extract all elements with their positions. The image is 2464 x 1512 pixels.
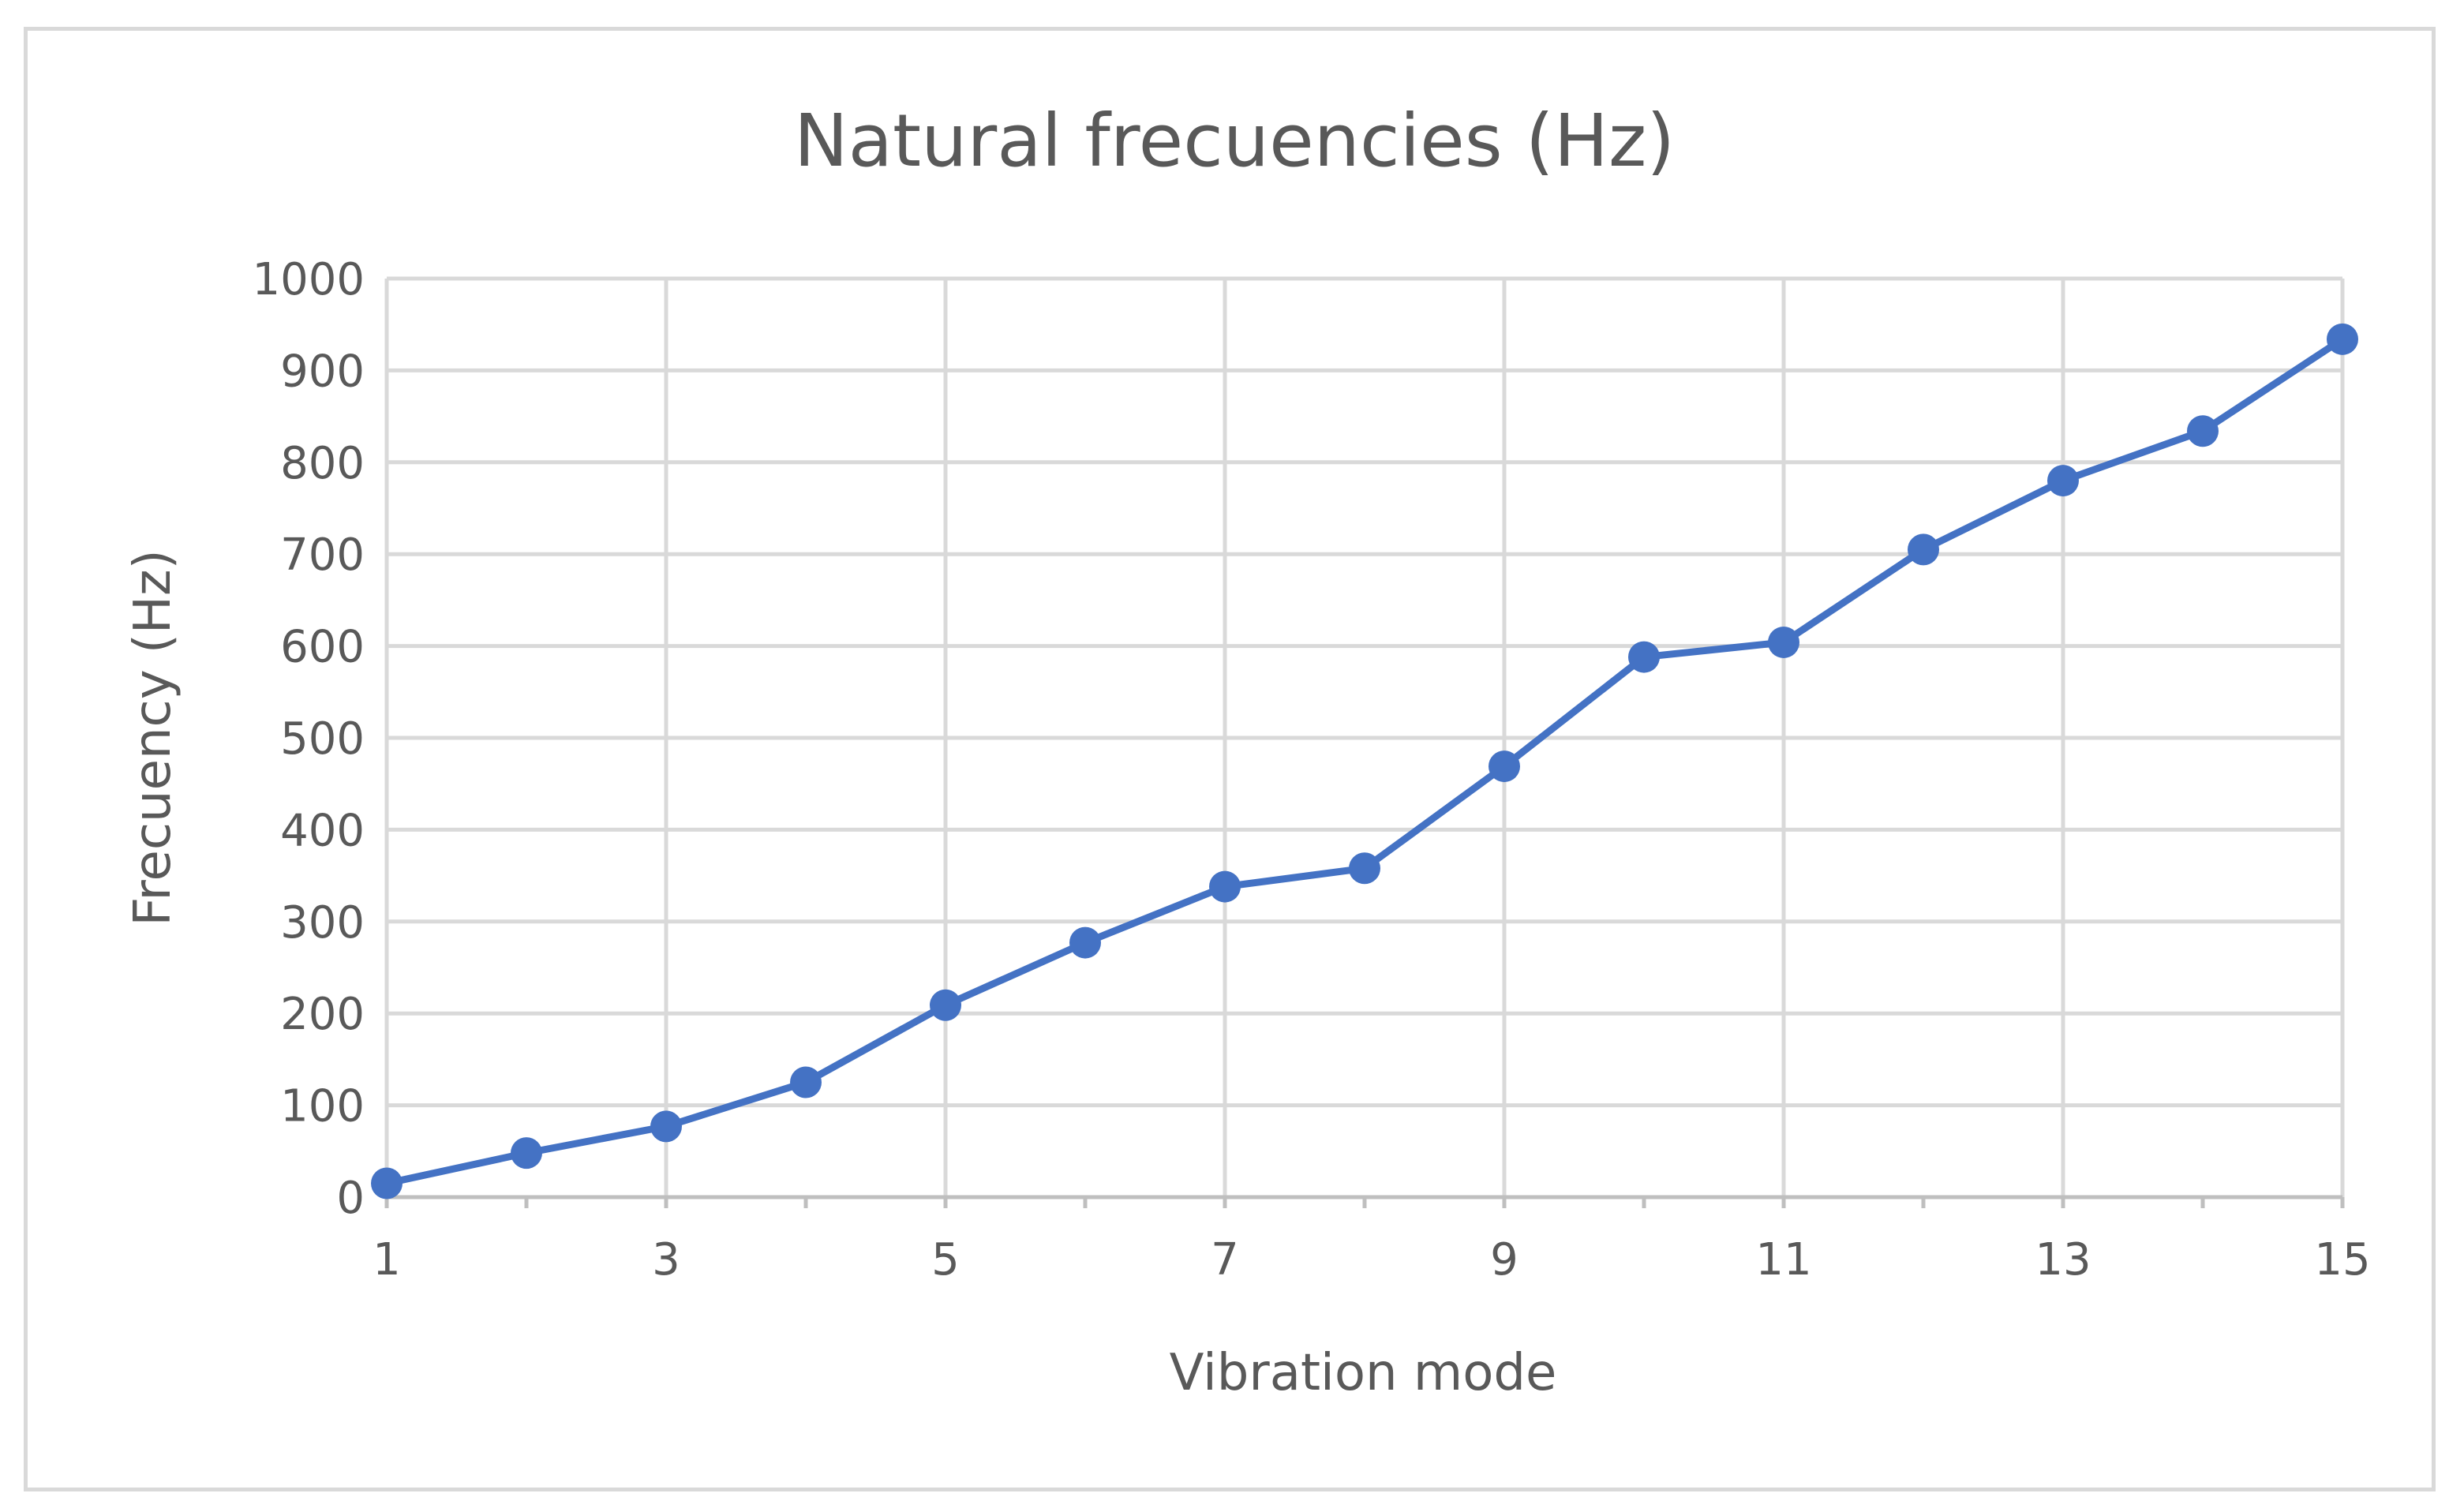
gridlines xyxy=(384,276,2345,1197)
data-point xyxy=(1908,533,1939,566)
data-point xyxy=(1628,641,1660,673)
data-point xyxy=(1489,750,1520,783)
data-point xyxy=(1069,926,1101,959)
data-point xyxy=(1209,870,1241,903)
y-tick-label: 600 xyxy=(280,622,365,673)
data-point xyxy=(930,989,961,1021)
y-tick-label: 500 xyxy=(280,713,365,765)
y-tick-label: 300 xyxy=(280,897,365,949)
data-point xyxy=(2327,323,2358,355)
y-axis-title: Frecuency (Hz) xyxy=(124,549,182,926)
data-point xyxy=(2187,415,2219,447)
data-point xyxy=(790,1066,822,1098)
data-point xyxy=(1768,626,1799,658)
y-tick-label: 800 xyxy=(280,438,365,489)
y-tick-label: 400 xyxy=(280,805,365,856)
y-tick-label: 1000 xyxy=(252,254,365,305)
x-tick-label: 13 xyxy=(2035,1234,2091,1286)
series-line xyxy=(383,335,2346,1188)
x-tick-label: 5 xyxy=(931,1234,960,1286)
data-point xyxy=(2047,465,2079,497)
x-tick-label: 15 xyxy=(2314,1234,2370,1286)
x-tick-label: 3 xyxy=(652,1234,680,1286)
data-point xyxy=(650,1110,682,1143)
series xyxy=(371,323,2358,1199)
y-tick-label: 200 xyxy=(280,989,365,1040)
chart-title: Natural frecuencies (Hz) xyxy=(794,99,1675,183)
x-tick-label: 9 xyxy=(1490,1234,1518,1286)
x-tick-label: 1 xyxy=(373,1234,401,1286)
x-tick-label: 7 xyxy=(1211,1234,1239,1286)
y-tick-label: 900 xyxy=(280,346,365,397)
chart-frame xyxy=(24,27,2436,1491)
data-point xyxy=(371,1167,403,1199)
y-tick-label: 100 xyxy=(280,1081,365,1132)
y-tick-label: 700 xyxy=(280,530,365,581)
data-point xyxy=(1349,852,1380,885)
y-tick-label: 0 xyxy=(336,1173,365,1224)
x-axis-title: Vibration mode xyxy=(1170,1344,1557,1402)
axes xyxy=(384,1195,2345,1208)
x-tick-label: 11 xyxy=(1755,1234,1811,1286)
data-point xyxy=(511,1137,542,1170)
